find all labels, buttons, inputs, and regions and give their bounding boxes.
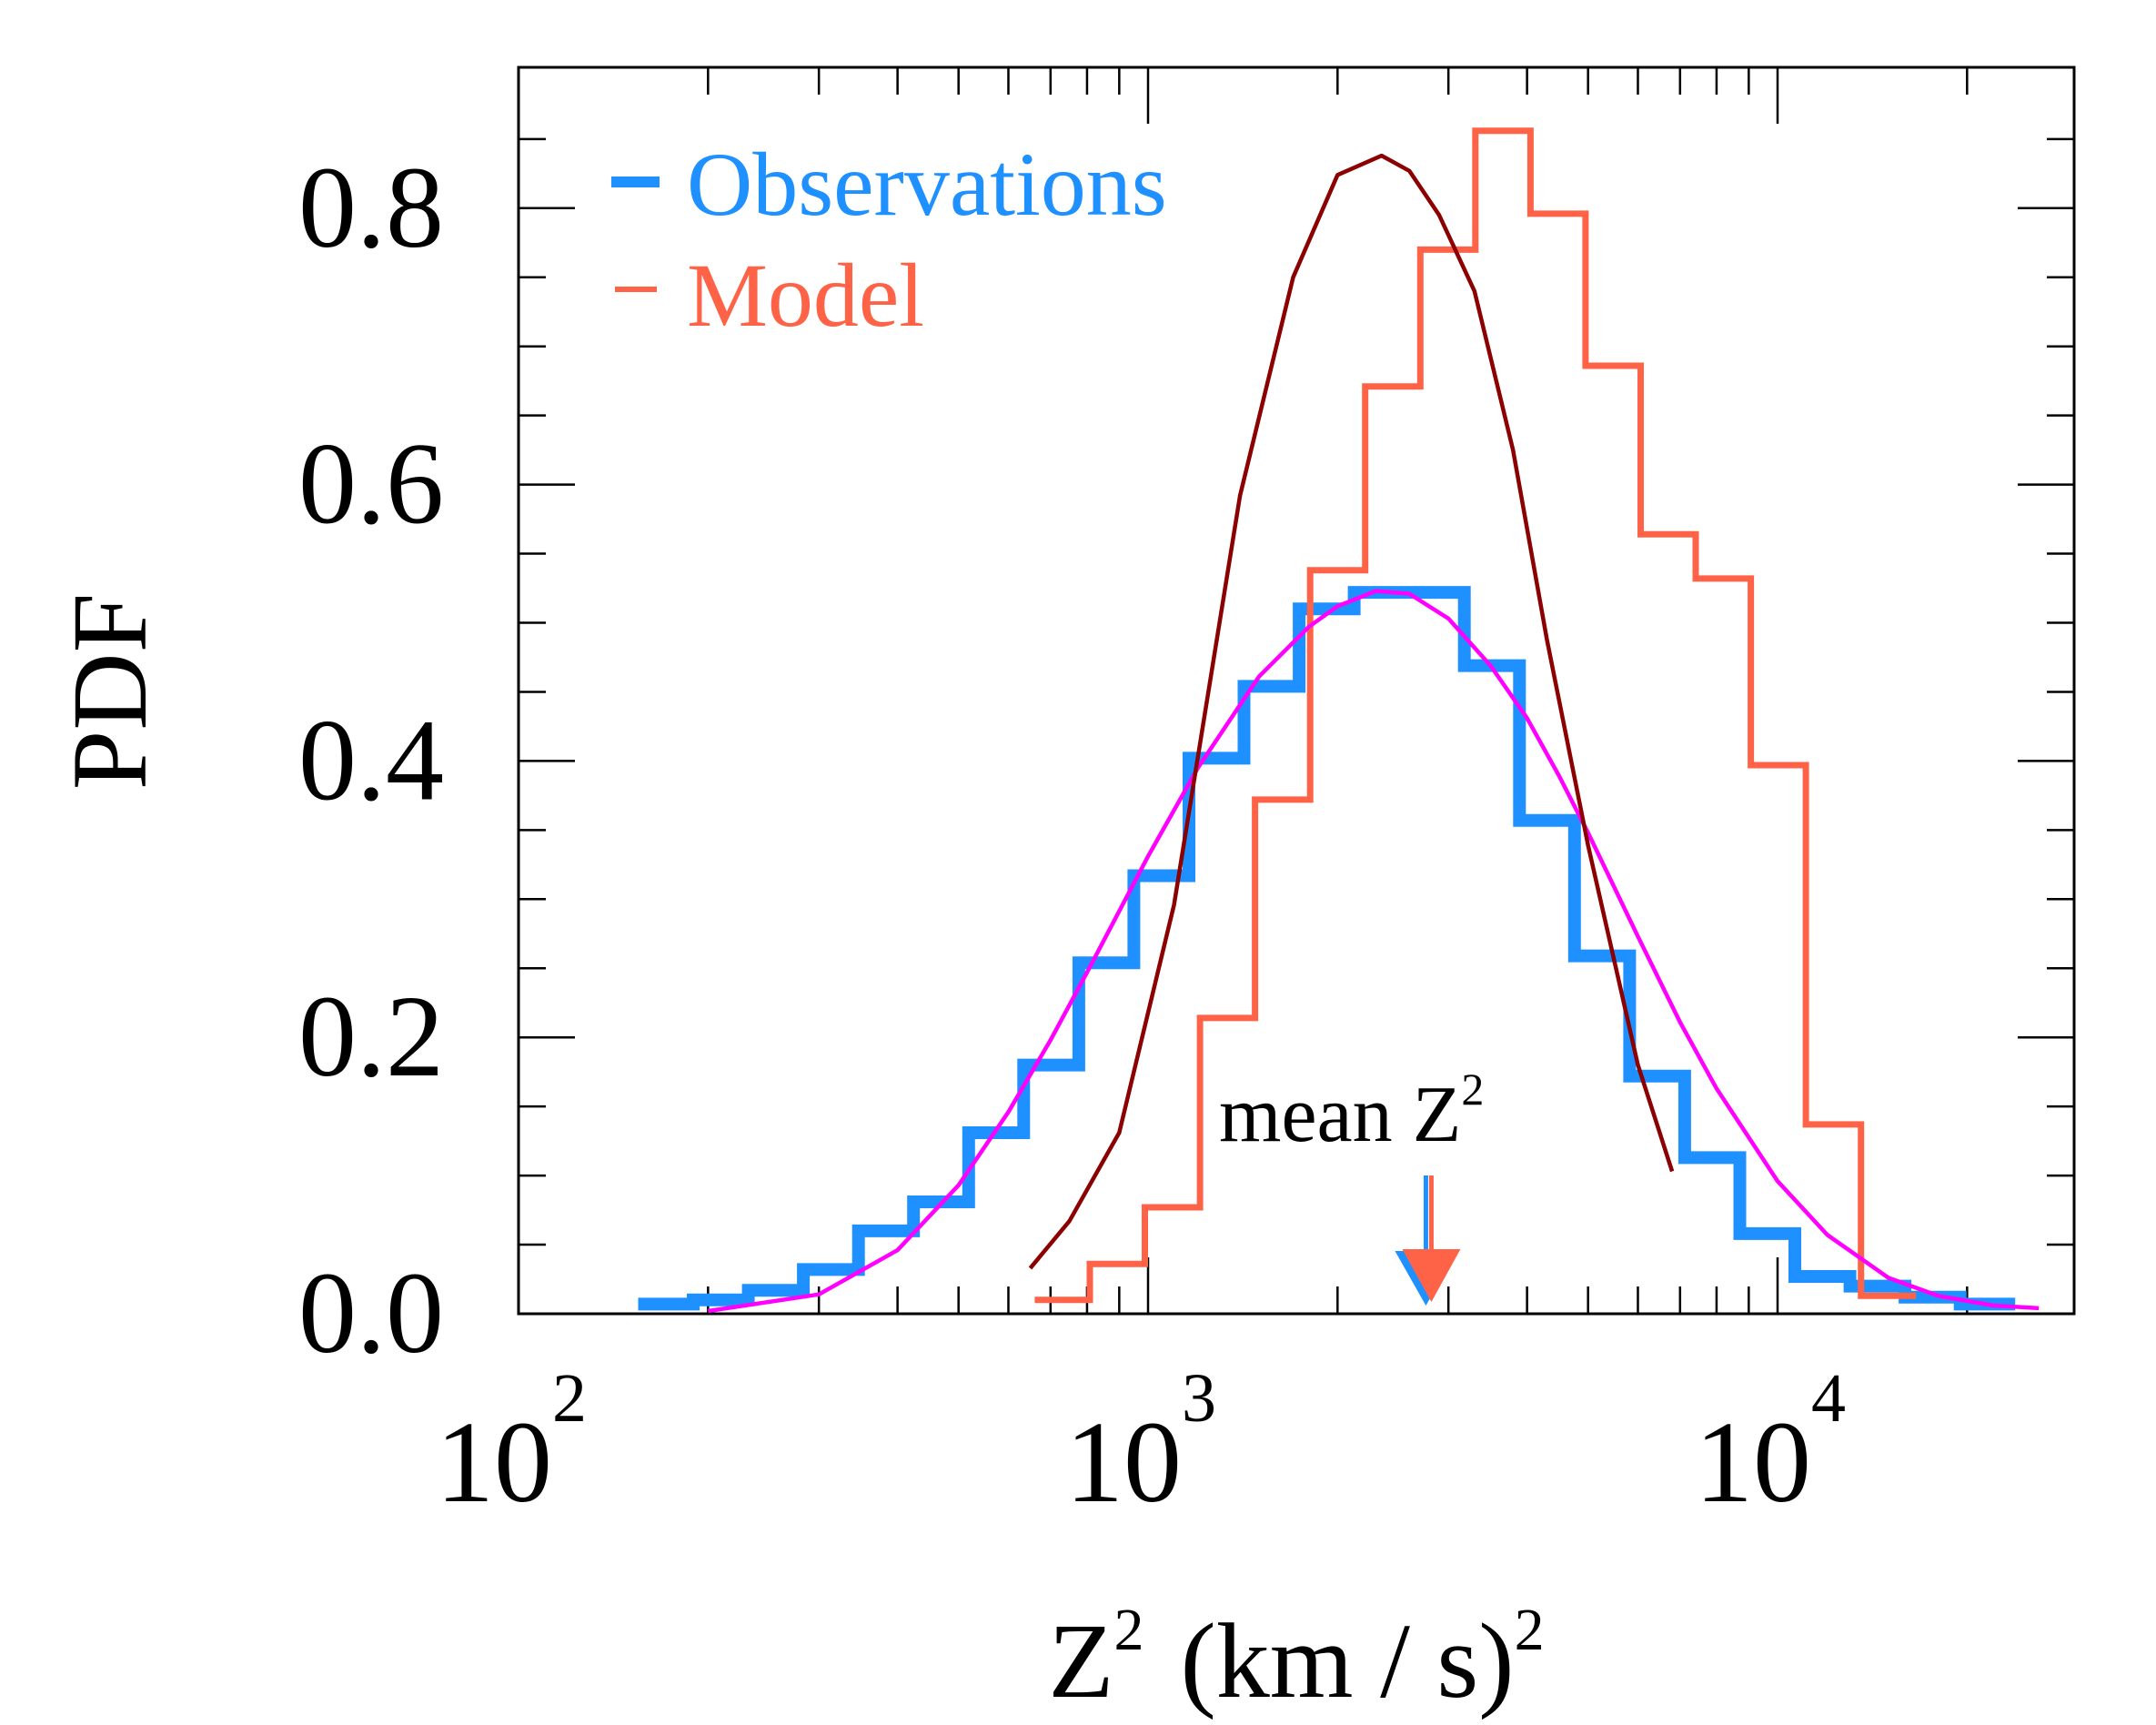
y-tick-label: 0.8 [298,143,444,272]
histogram-bin [1200,1018,1255,1314]
histogram-bin [1409,592,1465,1314]
histogram-bin [1519,821,1575,1314]
histogram-step-line [638,586,2016,1311]
histogram-bin [1586,366,1641,1314]
histogram-bin [1365,387,1421,1314]
mean-annotation: mean Z2 [1219,1064,1484,1306]
x-axis-label-units: (km / s) [1181,1601,1515,1720]
x-tick-label-exp: 4 [1811,1360,1846,1437]
x-axis-label-var-exp: 2 [1114,1597,1144,1663]
histogram-step-line [1034,127,1917,1304]
x-axis-label-units-exp: 2 [1515,1597,1545,1663]
plot-frame [517,66,2076,1316]
y-tick-label: 0.4 [298,695,444,824]
histogram-bin [1355,592,1410,1314]
histogram-bin [1629,1076,1685,1314]
histogram-bin [1090,1264,1145,1314]
x-tick-label-exp: 3 [1182,1360,1216,1437]
histogram-bin [1023,1065,1079,1314]
mean-arrows [1395,1175,1461,1306]
y-tick-label: 0.0 [298,1248,444,1377]
x-tick-labels: 102 103 104 [436,1360,1846,1527]
x-axis-label-var: Z [1048,1601,1113,1720]
series-model [1034,127,1917,1314]
x-axis-label: Z2 (km / s)2 [1048,1597,1544,1720]
legend-label-model: Model [687,245,924,346]
y-tick-label: 0.2 [298,972,444,1101]
mean-annotation-exp: 2 [1461,1064,1484,1115]
x-tick-label: 104 [1695,1360,1846,1527]
fit-curve [707,589,2040,1314]
x-tick-label-base: 10 [1695,1397,1811,1527]
legend: Observations Model [611,134,1167,346]
histogram-bin [1310,570,1365,1314]
histogram-bin [1255,800,1311,1314]
series-observations-fit [707,589,2040,1314]
series-observations [638,586,2016,1314]
series-layer [638,127,2040,1314]
x-tick-label-base: 10 [436,1397,552,1527]
axis-ticks [517,67,2074,1316]
x-tick-label-exp: 2 [552,1360,587,1437]
mean-annotation-label: mean Z2 [1219,1064,1484,1159]
histogram-bin [1145,1207,1201,1314]
mean-arrow-model-head [1402,1249,1461,1302]
x-tick-label-base: 10 [1065,1397,1182,1527]
mean-annotation-text: mean Z [1219,1071,1461,1159]
histogram-bin [1685,1157,1740,1314]
y-axis-label: PDF [50,593,169,790]
legend-label-observations: Observations [687,134,1167,235]
x-tick-label: 103 [1065,1360,1216,1527]
y-tick-label: 0.6 [298,419,444,549]
y-tick-labels: 0.0 0.2 0.4 0.6 0.8 [298,143,444,1377]
x-tick-label: 102 [436,1360,587,1527]
histogram-bin [1465,666,1520,1314]
fit-curve [1028,153,1675,1270]
histogram-bin [1575,956,1630,1314]
histogram-bin [1530,214,1586,1314]
series-model-fit [1028,153,1675,1270]
histogram-bin [913,1202,969,1314]
histogram-bin [1640,534,1696,1314]
